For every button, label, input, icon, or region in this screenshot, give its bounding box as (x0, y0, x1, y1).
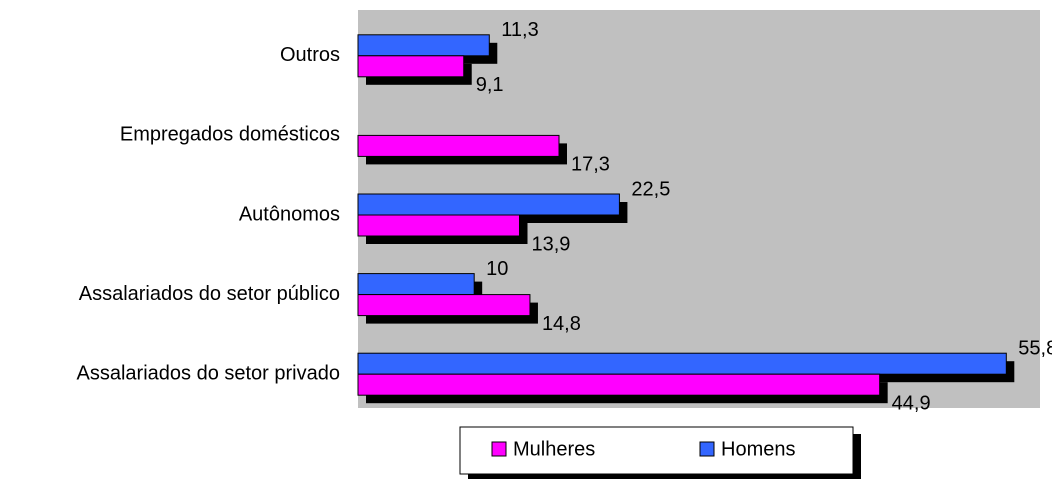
y-tick-label: Empregados domésticos (120, 124, 340, 146)
y-tick-label: Outros (280, 44, 340, 66)
bar (357, 273, 475, 296)
data-label: 10 (486, 258, 508, 280)
bar (357, 214, 520, 237)
bar (357, 294, 531, 317)
data-label: 13,9 (531, 233, 570, 255)
bar (357, 373, 881, 396)
legend-label: Mulheres (513, 438, 595, 460)
legend-swatch (491, 441, 507, 457)
legend-label: Homens (721, 438, 795, 460)
y-tick-label: Assalariados do setor público (79, 283, 340, 305)
data-label: 9,1 (476, 74, 504, 96)
data-label: 22,5 (631, 178, 670, 200)
bar (357, 55, 465, 78)
y-tick-label: Assalariados do setor privado (77, 362, 340, 384)
data-label: 11,3 (501, 19, 538, 41)
y-tick-label: Autônomos (239, 203, 340, 225)
data-label: 44,9 (892, 392, 931, 414)
bar (357, 193, 620, 216)
bar (357, 34, 490, 57)
legend-swatch (699, 441, 715, 457)
legend-box (459, 426, 854, 475)
bar (357, 134, 560, 157)
bar (357, 352, 1007, 375)
data-label: 17,3 (571, 154, 610, 176)
data-label: 55,8 (1018, 337, 1052, 359)
data-label: 14,8 (542, 313, 581, 335)
